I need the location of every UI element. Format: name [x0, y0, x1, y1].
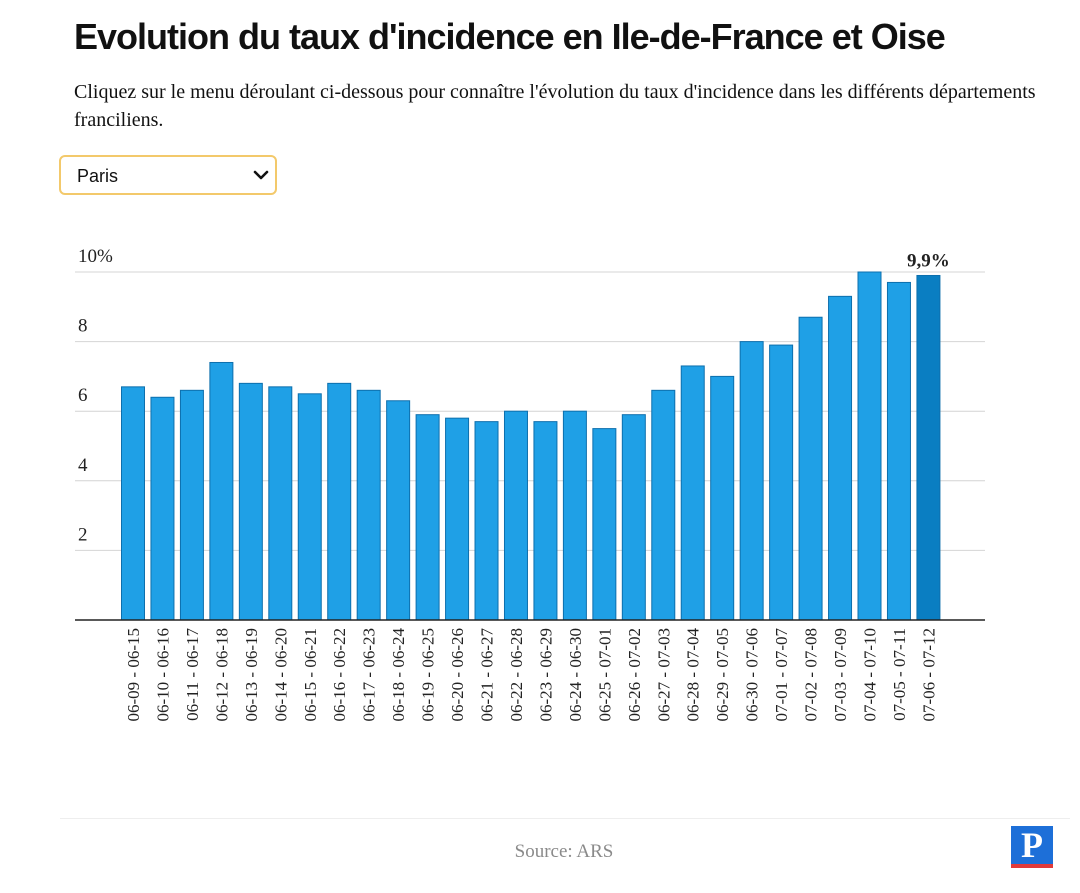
department-select-value: Paris [77, 166, 119, 186]
x-tick-label: 06-15 - 06-21 [301, 628, 320, 721]
x-tick-label: 06-13 - 06-19 [242, 628, 261, 721]
bar [150, 396, 175, 621]
x-tick-label: 06-11 - 06-17 [183, 628, 202, 721]
x-tick-label: 06-09 - 06-15 [124, 628, 143, 721]
bar [886, 281, 911, 621]
bar [445, 417, 470, 621]
page-title: Evolution du taux d'incidence en Ile-de-… [74, 16, 946, 57]
y-tick-label: 4 [78, 455, 88, 476]
footer-divider [60, 818, 1070, 819]
x-tick-label: 07-06 - 07-12 [919, 628, 938, 721]
x-tick-label: 06-21 - 06-27 [478, 628, 497, 722]
bar [503, 410, 528, 621]
y-tick-label: 6 [78, 385, 88, 406]
bar [680, 365, 705, 621]
bar [238, 382, 263, 621]
bar [592, 428, 617, 621]
y-tick-label: 10% [78, 246, 113, 267]
bar [798, 316, 823, 621]
bar [268, 386, 293, 621]
y-tick-label: 2 [78, 524, 88, 545]
data-label: 9,9% [907, 250, 950, 271]
bar [297, 393, 322, 621]
x-tick-label: 06-27 - 07-03 [654, 628, 673, 721]
chevron-down-icon [253, 170, 269, 180]
bar [562, 410, 587, 621]
bar [710, 375, 735, 621]
x-tick-label: 07-05 - 07-11 [890, 628, 909, 721]
x-tick-label: 07-01 - 07-07 [772, 628, 791, 722]
bar [828, 295, 853, 621]
bar [621, 414, 646, 621]
bar [474, 421, 499, 621]
bar [415, 414, 440, 621]
x-tick-label: 07-04 - 07-10 [861, 628, 880, 721]
bar [356, 389, 381, 621]
x-tick-label: 06-29 - 07-05 [713, 628, 732, 721]
x-tick-label: 06-23 - 06-29 [536, 628, 555, 721]
bar [857, 271, 882, 621]
x-tick-label: 06-17 - 06-23 [360, 628, 379, 721]
page-subtitle: Cliquez sur le menu déroulant ci-dessous… [74, 81, 1036, 131]
x-tick-label: 07-02 - 07-08 [802, 628, 821, 721]
x-tick-label: 06-30 - 07-06 [743, 628, 762, 721]
x-tick-label: 06-18 - 06-24 [389, 628, 408, 722]
bar [327, 382, 352, 621]
x-tick-label: 06-16 - 06-22 [330, 628, 349, 721]
bar [769, 344, 794, 621]
publisher-logo-letter: P [1021, 825, 1043, 865]
bar [179, 389, 204, 621]
x-tick-label: 06-24 - 06-30 [566, 628, 585, 721]
y-tick-label: 8 [78, 316, 88, 337]
source-credit: Source: ARS [514, 841, 614, 862]
x-tick-label: 07-03 - 07-09 [831, 628, 850, 721]
bar [916, 274, 941, 621]
x-tick-label: 06-19 - 06-25 [419, 628, 438, 721]
bar [739, 341, 764, 621]
publisher-logo: P [1011, 825, 1053, 868]
x-tick-label: 06-12 - 06-18 [212, 628, 231, 721]
x-tick-label: 06-10 - 06-16 [153, 628, 172, 721]
x-tick-label: 06-26 - 07-02 [625, 628, 644, 721]
x-tick-label: 06-25 - 07-01 [595, 628, 614, 721]
incidence-bar-chart: 2 4 6 8 10% 06-09 - 06-15 06-10 - 06-16 06-11 -… [75, 246, 985, 722]
department-select[interactable]: Paris [59, 155, 277, 195]
x-tick-label: 06-14 - 06-20 [271, 628, 290, 721]
x-tick-label: 06-20 - 06-26 [448, 628, 467, 721]
bar [121, 386, 145, 621]
bar [533, 421, 558, 621]
x-tick-label: 06-22 - 06-28 [507, 628, 526, 721]
bar [386, 400, 411, 621]
bar [209, 361, 234, 621]
x-tick-label: 06-28 - 07-04 [684, 628, 703, 722]
bar [651, 389, 676, 621]
